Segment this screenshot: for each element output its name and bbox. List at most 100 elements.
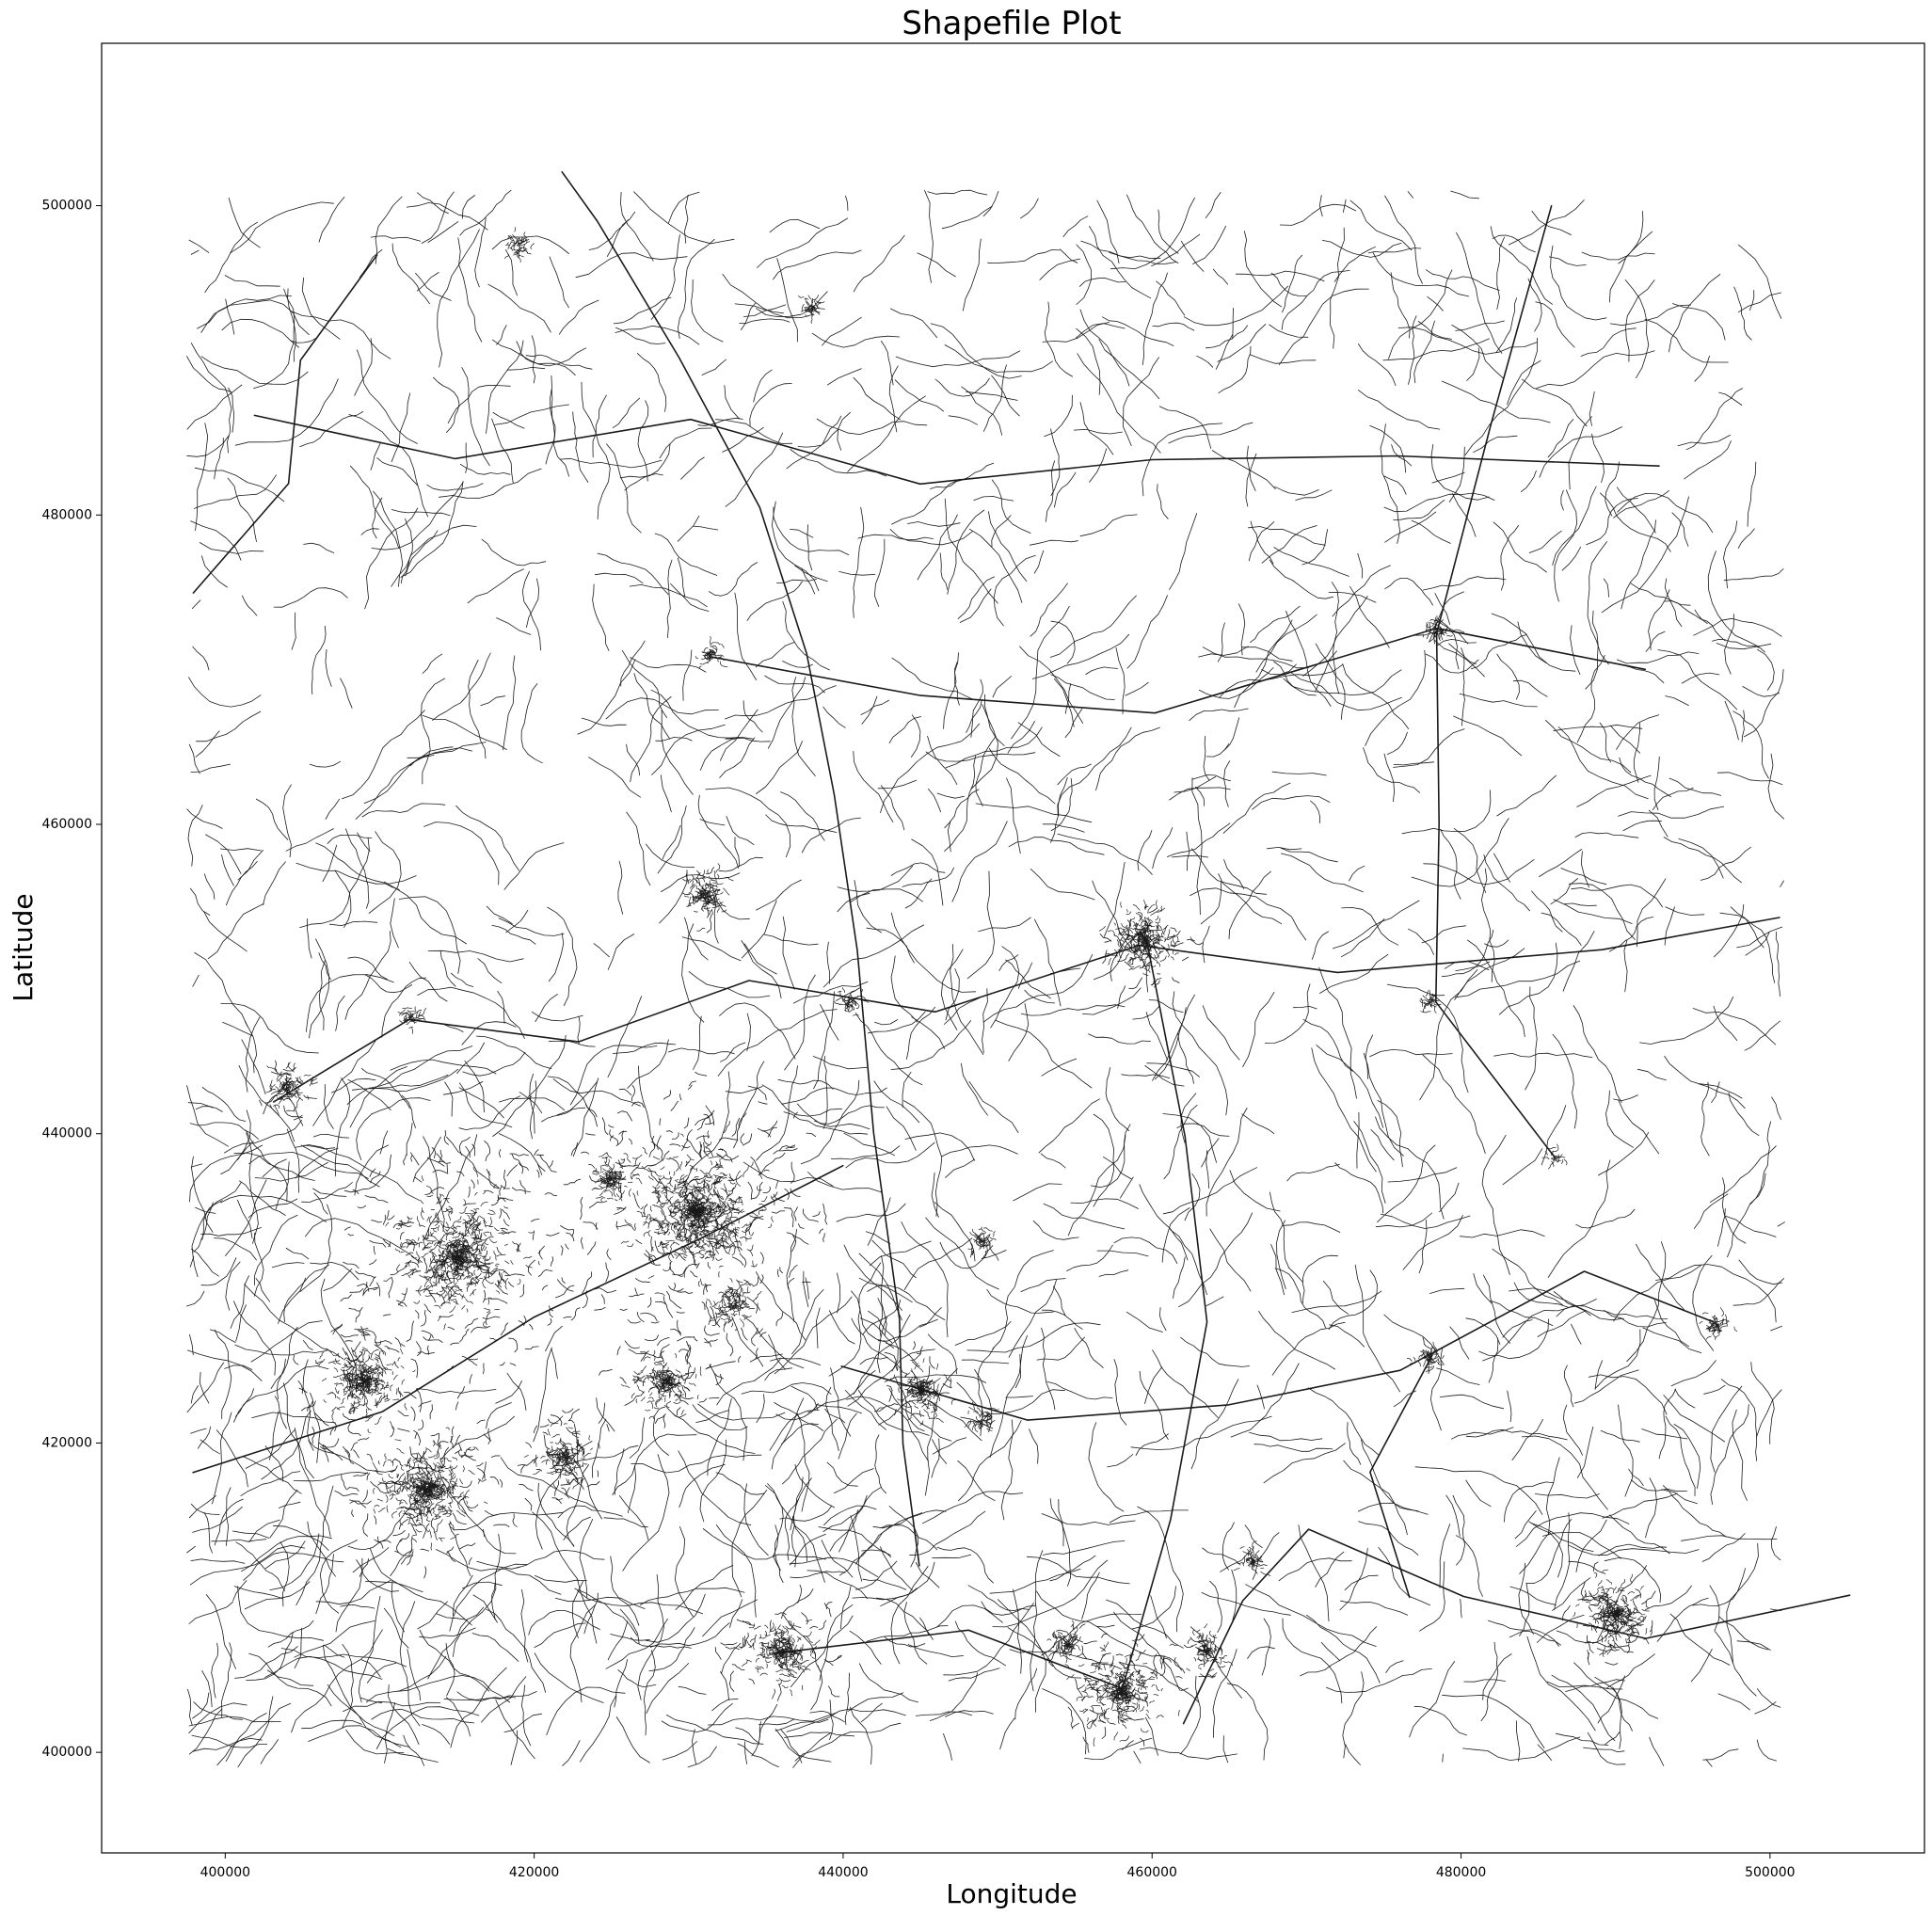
road-segment — [488, 1171, 499, 1189]
road-segment — [646, 843, 695, 869]
road-segment — [381, 977, 427, 1038]
road-segment — [344, 1450, 354, 1464]
road-segment — [656, 1135, 662, 1150]
road-segment — [1460, 1598, 1462, 1619]
road-segment — [670, 583, 710, 612]
road-segment — [791, 1234, 797, 1253]
road-segment — [311, 1426, 315, 1444]
road-segment — [722, 274, 815, 319]
road-segment — [632, 1192, 640, 1208]
road-segment — [743, 1483, 769, 1556]
road-segment — [1148, 907, 1158, 914]
road-segment — [534, 1149, 539, 1157]
road-segment — [711, 1247, 714, 1257]
road-segment — [546, 1686, 626, 1735]
road-segment — [1562, 931, 1595, 992]
road-segment — [1021, 1004, 1126, 1016]
road-segment — [774, 1728, 832, 1763]
road-segment — [1750, 1362, 1775, 1444]
road-segment — [929, 1356, 935, 1369]
road-segment — [248, 1519, 280, 1542]
road-segment — [559, 457, 663, 469]
road-segment — [577, 1015, 581, 1045]
road-segment — [390, 898, 399, 949]
road-segment — [1598, 1131, 1650, 1176]
road-segment — [929, 1402, 936, 1406]
road-segment — [503, 1713, 542, 1732]
road-segment — [1594, 1360, 1603, 1390]
road-segment — [451, 972, 474, 987]
road-segment — [358, 1595, 381, 1703]
road-segment — [535, 994, 558, 1022]
road-segment — [869, 1240, 932, 1267]
road-segment — [621, 649, 667, 718]
road-segment — [644, 1334, 659, 1341]
road-segment — [1175, 1676, 1183, 1679]
road-segment — [253, 288, 295, 389]
road-segment — [567, 1420, 575, 1424]
road-segment — [1263, 1443, 1346, 1484]
road-segment — [677, 1291, 694, 1294]
road-segment — [494, 1283, 508, 1295]
road-segment — [1247, 1646, 1275, 1659]
road-segment — [610, 1135, 615, 1141]
road-segment — [652, 1406, 665, 1419]
road-segment — [1043, 1203, 1126, 1230]
road-segment — [791, 677, 816, 776]
road-segment — [703, 1141, 709, 1157]
road-segment — [888, 1506, 918, 1568]
road-segment — [857, 534, 934, 540]
road-segment — [1202, 1547, 1241, 1566]
road-segment — [1619, 758, 1671, 798]
road-segment — [397, 1410, 409, 1416]
road-segment — [624, 1340, 640, 1349]
road-segment — [695, 1262, 700, 1269]
road-segment — [572, 1472, 579, 1484]
road-segment — [998, 1599, 1046, 1713]
road-segment — [1125, 681, 1149, 696]
road-segment — [1684, 440, 1732, 480]
road-segment — [818, 1620, 827, 1630]
road-segment — [745, 1215, 764, 1226]
road-segment — [214, 438, 224, 480]
road-segment — [369, 1168, 376, 1177]
road-segment — [1161, 1207, 1190, 1263]
road-segment — [1694, 355, 1710, 382]
road-segment — [759, 1274, 764, 1285]
road-segment — [487, 1428, 491, 1444]
road-segment — [790, 1188, 801, 1197]
road-segment — [1083, 1640, 1097, 1645]
road-segment — [330, 1323, 343, 1333]
road-segment — [1029, 1428, 1039, 1464]
road-segment — [1281, 853, 1364, 893]
road-segment — [764, 675, 825, 694]
road-segment — [1206, 1635, 1208, 1642]
road-segment — [1583, 1747, 1625, 1752]
road-segment — [214, 1498, 244, 1546]
road-segment — [239, 1180, 286, 1216]
road-segment — [1661, 1489, 1698, 1505]
road-segment — [895, 350, 1021, 368]
road-segment — [668, 191, 700, 224]
road-segment — [1176, 1123, 1230, 1137]
road-segment — [1652, 787, 1694, 811]
road-segment — [263, 861, 286, 905]
road-segment — [399, 1601, 421, 1727]
road-segment — [677, 1319, 682, 1334]
road-segment — [1121, 1715, 1144, 1721]
road-segment — [1588, 1374, 1668, 1415]
road-segment — [1057, 763, 1092, 786]
road-segment — [1329, 1324, 1365, 1348]
road-segment — [669, 1157, 679, 1172]
road-segment — [189, 1333, 194, 1356]
road-segment — [1536, 350, 1655, 389]
road-segment — [186, 435, 230, 457]
road-segment — [1363, 747, 1421, 793]
road-segment — [617, 1173, 623, 1190]
road-segment — [520, 1588, 529, 1663]
road-segment — [271, 1071, 291, 1075]
road-segment — [327, 835, 373, 844]
road-segment — [190, 343, 232, 454]
road-segment — [233, 1365, 329, 1423]
road-segment — [301, 1719, 362, 1730]
